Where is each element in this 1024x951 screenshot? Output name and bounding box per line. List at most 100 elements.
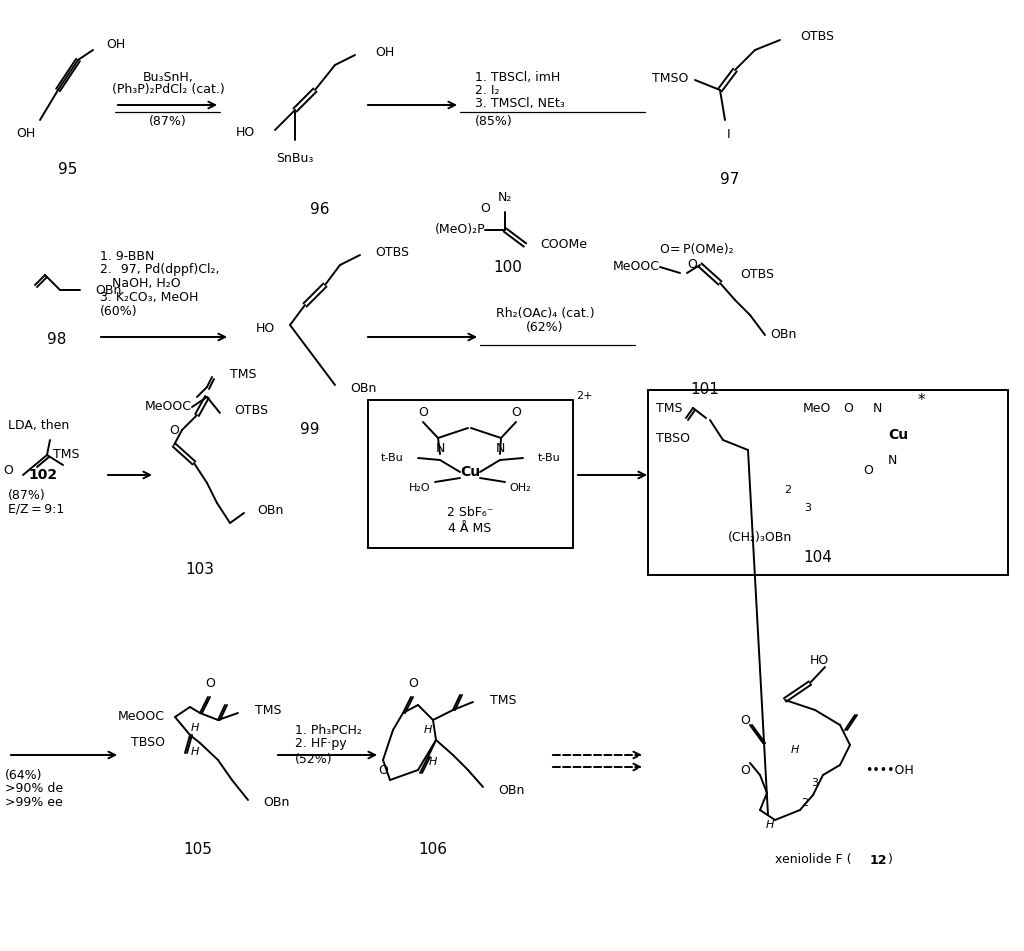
Text: (85%): (85%) (475, 115, 513, 128)
Text: 1. Ph₃PCH₂: 1. Ph₃PCH₂ (295, 724, 361, 736)
Text: 2.   97, Pd(dppf)Cl₂,: 2. 97, Pd(dppf)Cl₂, (100, 263, 219, 277)
Text: 1. 9-BBN: 1. 9-BBN (100, 250, 155, 263)
Text: OH: OH (16, 127, 36, 140)
Text: E/Z = 9:1: E/Z = 9:1 (8, 502, 65, 515)
Text: OH: OH (375, 46, 394, 59)
Text: OH₂: OH₂ (509, 483, 530, 493)
Text: O: O (408, 677, 418, 690)
Text: O: O (863, 463, 872, 476)
Text: Bu₃SnH,: Bu₃SnH, (142, 70, 194, 84)
Text: 97: 97 (720, 172, 739, 187)
Text: OBn: OBn (257, 504, 284, 517)
Text: Cu: Cu (888, 428, 908, 442)
Text: N₂: N₂ (498, 191, 512, 204)
Text: 3: 3 (811, 778, 818, 788)
Text: 2: 2 (802, 798, 809, 808)
Text: (60%): (60%) (100, 304, 137, 318)
Text: COOMe: COOMe (540, 239, 587, 251)
Text: ••••OH: ••••OH (865, 764, 913, 777)
Text: 3. TMSCl, NEt₃: 3. TMSCl, NEt₃ (475, 98, 565, 110)
Text: 2 SbF₆⁻: 2 SbF₆⁻ (446, 506, 494, 518)
Text: 2: 2 (784, 485, 792, 495)
Text: xeniolide F (: xeniolide F ( (775, 853, 852, 866)
Text: ): ) (888, 853, 893, 866)
Text: 1. TBSCl, imH: 1. TBSCl, imH (475, 71, 560, 85)
Text: Cu: Cu (460, 465, 480, 479)
Text: N: N (496, 441, 505, 455)
Text: TMS: TMS (255, 704, 282, 716)
Text: OH: OH (106, 38, 126, 51)
Text: 3: 3 (805, 503, 811, 513)
Text: 2. HF·py: 2. HF·py (295, 737, 347, 750)
Text: 96: 96 (310, 203, 330, 218)
Text: (87%): (87%) (8, 489, 46, 501)
Text: 2+: 2+ (575, 391, 593, 401)
Text: 103: 103 (185, 562, 214, 577)
Text: Rh₂(OAc)₄ (cat.): Rh₂(OAc)₄ (cat.) (496, 306, 594, 320)
Text: 102: 102 (29, 468, 57, 482)
Text: MeOOC: MeOOC (613, 261, 660, 274)
Text: N: N (435, 441, 444, 455)
Text: H: H (766, 820, 774, 830)
Text: N: N (873, 401, 883, 415)
Text: LDA, then: LDA, then (8, 418, 70, 432)
Text: OTBS: OTBS (800, 30, 834, 44)
Text: MeOOC: MeOOC (145, 400, 193, 414)
Text: O= P(OMe)₂: O= P(OMe)₂ (660, 243, 733, 257)
Text: O: O (843, 401, 853, 415)
Text: (CH₂)₃OBn: (CH₂)₃OBn (728, 532, 793, 545)
Text: OBn: OBn (95, 283, 122, 297)
Text: H: H (791, 745, 799, 755)
Text: MeO: MeO (803, 401, 831, 415)
Text: 100: 100 (494, 261, 522, 276)
Text: H: H (429, 757, 437, 767)
Text: H: H (424, 725, 432, 735)
Text: O: O (480, 202, 489, 215)
Text: (MeO)₂P: (MeO)₂P (434, 223, 485, 237)
Text: 105: 105 (183, 843, 212, 858)
Text: OTBS: OTBS (375, 245, 409, 259)
Text: OBn: OBn (350, 381, 377, 395)
Text: OBn: OBn (263, 797, 290, 809)
Text: O: O (169, 423, 179, 437)
Text: H: H (190, 723, 200, 733)
Text: HO: HO (256, 321, 275, 335)
Text: TMSO: TMSO (651, 71, 688, 85)
Text: 2. I₂: 2. I₂ (475, 85, 500, 98)
Text: 12: 12 (870, 853, 888, 866)
Text: TBSO: TBSO (131, 736, 165, 749)
Text: O: O (378, 764, 388, 777)
Text: MeOOC: MeOOC (118, 710, 165, 724)
Text: TBSO: TBSO (656, 432, 690, 444)
Text: TMS: TMS (230, 368, 256, 381)
Text: OTBS: OTBS (740, 268, 774, 281)
Text: O: O (3, 463, 13, 476)
Text: (87%): (87%) (150, 115, 186, 128)
Text: 4 Å MS: 4 Å MS (449, 521, 492, 534)
Text: HO: HO (236, 126, 255, 140)
Text: I: I (727, 128, 731, 141)
Text: 98: 98 (47, 333, 67, 347)
Text: OTBS: OTBS (234, 403, 268, 417)
Text: NaOH, H₂O: NaOH, H₂O (100, 278, 180, 290)
Text: (62%): (62%) (526, 320, 564, 334)
Text: (Ph₃P)₂PdCl₂ (cat.): (Ph₃P)₂PdCl₂ (cat.) (112, 83, 224, 95)
Text: TMS: TMS (656, 401, 683, 415)
Text: O: O (740, 713, 750, 727)
Text: O: O (511, 405, 521, 418)
Text: 104: 104 (804, 551, 833, 566)
Text: 106: 106 (419, 843, 447, 858)
Text: TMS: TMS (490, 693, 516, 707)
Text: (52%): (52%) (295, 752, 333, 766)
Text: HO: HO (810, 653, 829, 667)
Text: *: * (918, 393, 926, 407)
Text: H: H (190, 747, 200, 757)
Text: O: O (205, 677, 215, 690)
Text: O: O (418, 405, 428, 418)
Text: >90% de: >90% de (5, 783, 63, 795)
Text: (64%): (64%) (5, 768, 43, 782)
Text: O: O (687, 259, 697, 271)
Text: N: N (888, 454, 897, 467)
Text: OBn: OBn (498, 784, 524, 797)
Text: t-Bu: t-Bu (380, 453, 403, 463)
